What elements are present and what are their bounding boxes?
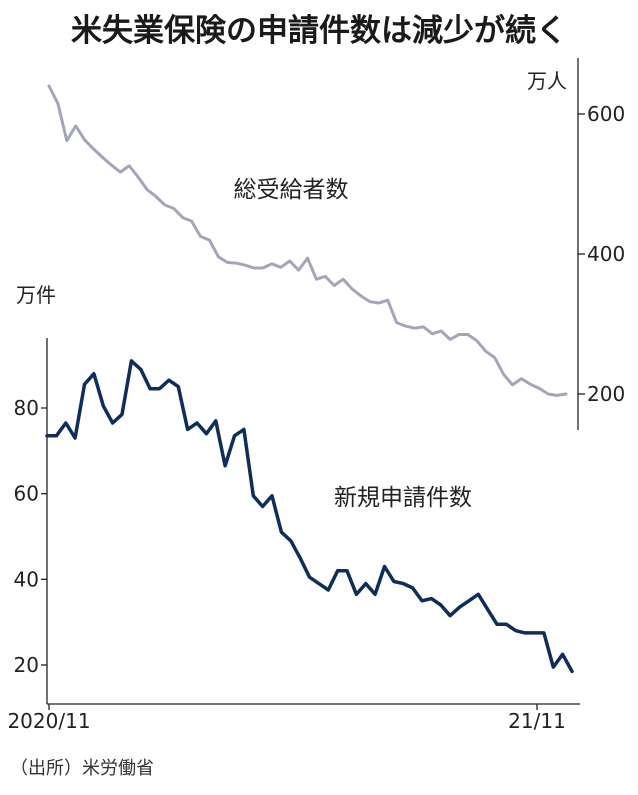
right-axis: 万人 200 400 600 (527, 58, 625, 430)
right-axis-ticks: 200 400 600 (578, 102, 625, 406)
right-axis-unit-label: 万人 (527, 69, 567, 93)
series-label-new-claims: 新規申請件数 (334, 485, 472, 511)
right-axis-tick-label: 200 (587, 382, 625, 406)
left-axis-tick-label: 80 (14, 396, 39, 420)
left-axis: 万件 20 40 60 80 (14, 283, 56, 704)
series-label-total-recipients: 総受給者数 (234, 177, 349, 203)
series-line-total-recipients (47, 84, 568, 397)
x-axis: 2020/11 21/11 (7, 703, 580, 733)
left-axis-ticks: 20 40 60 80 (14, 396, 47, 677)
chart-title: 米失業保険の申請件数は減少が続く (71, 13, 567, 49)
x-axis-tick-label-end: 21/11 (508, 709, 566, 733)
source-note: （出所）米労働省 (10, 758, 154, 779)
series-line-new-claims (45, 359, 574, 674)
x-axis-tick-label-start: 2020/11 (7, 709, 90, 733)
left-axis-tick-label: 20 (14, 653, 39, 677)
left-axis-tick-label: 60 (14, 482, 39, 506)
right-axis-tick-label: 400 (587, 242, 625, 266)
left-axis-unit-label: 万件 (16, 283, 56, 307)
left-axis-tick-label: 40 (14, 567, 39, 591)
right-axis-tick-label: 600 (587, 102, 625, 126)
